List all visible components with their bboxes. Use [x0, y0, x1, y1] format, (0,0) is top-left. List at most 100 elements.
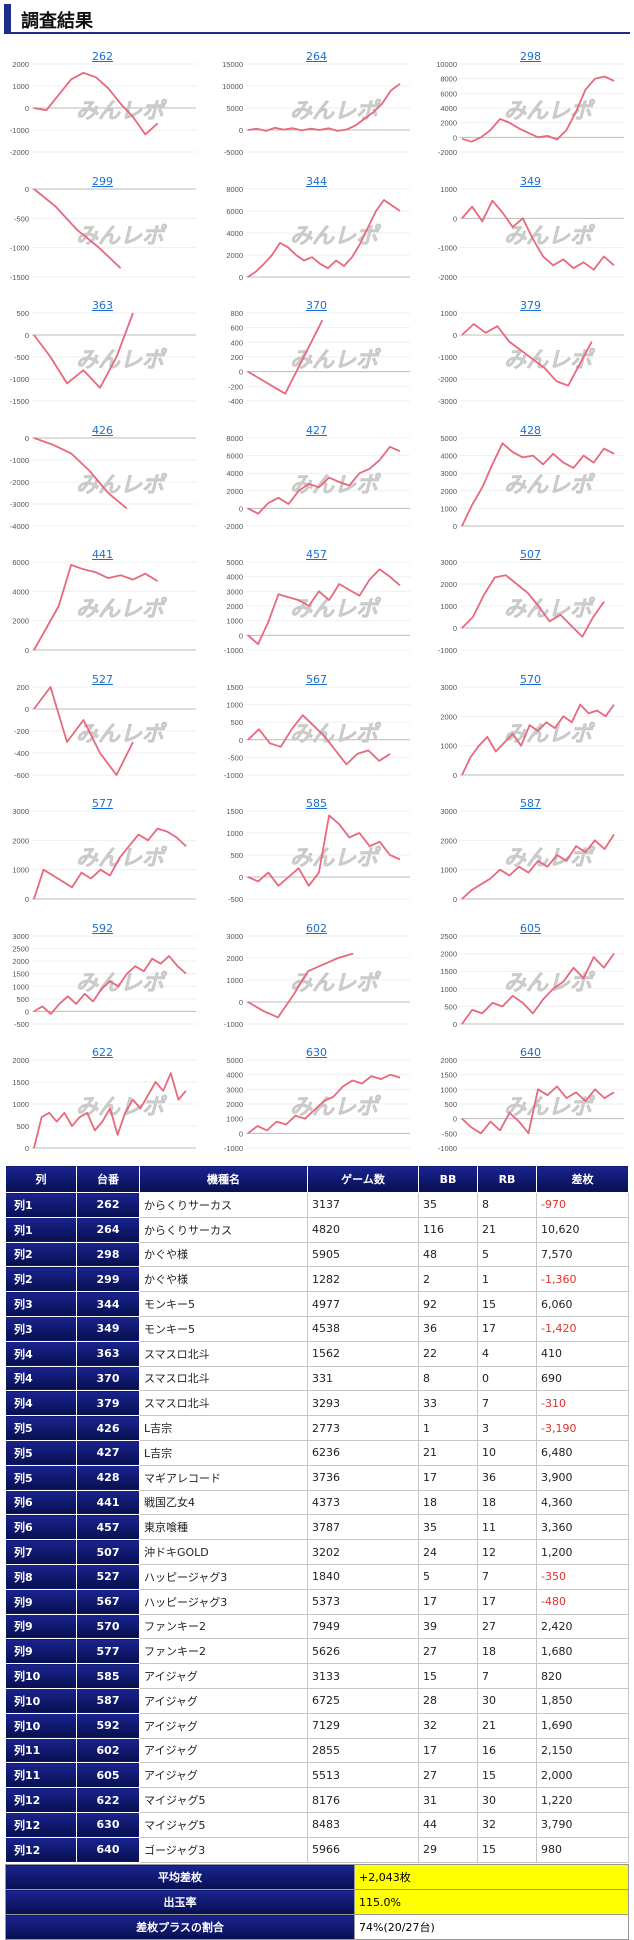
chart-title-link[interactable]: 441	[92, 548, 113, 561]
chart-title-link[interactable]: 298	[520, 50, 541, 63]
y-tick-label: 2000	[226, 1100, 243, 1109]
series-line	[33, 827, 187, 900]
chart-title-link[interactable]: 344	[306, 174, 327, 188]
y-tick-label: -1000	[438, 353, 457, 362]
y-tick-label: 500	[16, 309, 29, 318]
table-row: 列2 298 かぐや様 5905 48 5 7,570	[5, 1241, 629, 1268]
results-header: 調査結果	[4, 4, 630, 34]
chart-title-link[interactable]: 507	[520, 548, 541, 561]
row-label: 列9	[5, 1638, 77, 1665]
watermark: みんレポ	[76, 98, 168, 124]
bb-count: 15	[418, 1663, 478, 1689]
machine-name: モンキー5	[139, 1291, 308, 1317]
y-tick-label: 0	[239, 873, 243, 882]
y-tick-label: 600	[230, 324, 243, 333]
machine-number: 507	[76, 1539, 140, 1565]
series-line	[247, 319, 324, 395]
chart-379: 1000 0 -1000 -2000 -3000 みんレポ 379	[428, 289, 633, 411]
chart-title-link[interactable]: 622	[92, 1046, 113, 1059]
chart-title-link[interactable]: 587	[520, 797, 541, 810]
coin-diff: 410	[536, 1340, 629, 1367]
y-tick-label: -2000	[10, 148, 29, 157]
chart-title-link[interactable]: 605	[520, 921, 541, 935]
machine-name: ハッピージャグ3	[139, 1563, 308, 1590]
rb-count: 30	[477, 1787, 537, 1813]
chart-title-link[interactable]: 379	[520, 299, 541, 312]
chart-title-link[interactable]: 585	[306, 797, 327, 810]
y-tick-label: 3000	[12, 807, 29, 816]
row-label: 列10	[5, 1687, 77, 1714]
y-tick-label: -400	[228, 397, 243, 406]
machine-name: マイジャグ5	[139, 1811, 308, 1838]
y-tick-label: 1000	[226, 829, 243, 838]
y-tick-label: 2000	[440, 836, 457, 845]
y-tick-label: 1000	[12, 866, 29, 875]
y-tick-label: 1500	[226, 683, 243, 692]
game-count: 4820	[307, 1216, 419, 1243]
chart-title-link[interactable]: 602	[306, 921, 327, 935]
chart-602: 3000 2000 1000 0 -1000 みんレポ 602	[214, 912, 419, 1034]
y-tick-label: -2000	[438, 148, 457, 157]
watermark: みんレポ	[290, 721, 382, 747]
table-row: 列12 622 マイジャグ5 8176 31 30 1,220	[5, 1787, 629, 1813]
y-tick-label: 2500	[12, 944, 29, 953]
chart-svg: 1000 0 -1000 -2000 みんレポ	[438, 185, 624, 282]
row-label: 列6	[5, 1489, 77, 1516]
bb-count: 33	[418, 1390, 478, 1417]
machine-number: 426	[76, 1415, 140, 1441]
y-tick-label: 0	[25, 895, 29, 904]
table-row: 列1 262 からくりサーカス 3137 35 8 -970	[5, 1192, 629, 1218]
bb-count: 17	[418, 1588, 478, 1615]
y-tick-label: 2000	[440, 580, 457, 589]
game-count: 4977	[307, 1291, 419, 1317]
chart-title-link[interactable]: 527	[92, 672, 113, 686]
game-count: 4538	[307, 1315, 419, 1342]
chart-title-link[interactable]: 567	[306, 672, 327, 686]
series-line	[461, 703, 615, 775]
watermark: みんレポ	[290, 223, 382, 249]
chart-585: 1500 1000 500 0 -500 みんレポ 585	[214, 787, 419, 909]
series-line	[33, 685, 134, 776]
chart-title-link[interactable]: 264	[306, 50, 327, 63]
chart-title-link[interactable]: 363	[92, 299, 113, 312]
y-tick-label: -5000	[224, 148, 243, 157]
y-tick-label: 1000	[440, 185, 457, 194]
summary-label: 平均差枚	[5, 1864, 355, 1890]
y-tick-label: 0	[25, 705, 29, 714]
bb-count: 2	[418, 1266, 478, 1293]
machine-number: 622	[76, 1787, 140, 1813]
y-tick-label: -3000	[10, 500, 29, 509]
table-row: 列11 602 アイジャグ 2855 17 16 2,150	[5, 1737, 629, 1764]
chart-title-link[interactable]: 577	[92, 797, 113, 810]
chart-title-link[interactable]: 570	[520, 672, 541, 686]
chart-title-link[interactable]: 640	[520, 1046, 541, 1059]
bb-count: 21	[418, 1439, 478, 1466]
game-count: 5905	[307, 1241, 419, 1268]
chart-426: 0 -1000 -2000 -3000 -4000 みんレポ 426	[0, 414, 205, 536]
game-count: 2855	[307, 1737, 419, 1764]
row-label: 列2	[5, 1241, 77, 1268]
chart-title-link[interactable]: 426	[92, 423, 113, 437]
machine-name: かぐや様	[139, 1241, 308, 1268]
chart-svg: 5000 4000 3000 2000 1000 0 みんレポ	[440, 434, 624, 531]
game-count: 6725	[307, 1687, 419, 1714]
chart-title-link[interactable]: 262	[92, 50, 113, 63]
chart-527: 200 0 -200 -400 -600 みんレポ 527	[0, 663, 205, 785]
chart-title-link[interactable]: 630	[306, 1046, 327, 1059]
chart-title-link[interactable]: 428	[520, 423, 541, 437]
chart-title-link[interactable]: 427	[306, 423, 327, 437]
chart-title-link[interactable]: 370	[306, 299, 327, 312]
coin-diff: 2,420	[536, 1613, 629, 1640]
chart-title-link[interactable]: 349	[520, 174, 541, 188]
chart-title-link[interactable]: 299	[92, 174, 113, 188]
chart-title-link[interactable]: 457	[306, 548, 327, 561]
chart-title-link[interactable]: 592	[92, 921, 113, 935]
game-count: 2773	[307, 1415, 419, 1441]
y-tick-label: -500	[14, 1020, 29, 1029]
table-row: 列10 592 アイジャグ 7129 32 21 1,690	[5, 1712, 629, 1739]
bb-count: 8	[418, 1365, 478, 1392]
machine-number: 592	[76, 1712, 140, 1739]
machine-number: 602	[76, 1737, 140, 1764]
bb-count: 31	[418, 1787, 478, 1813]
row-label: 列3	[5, 1315, 77, 1342]
